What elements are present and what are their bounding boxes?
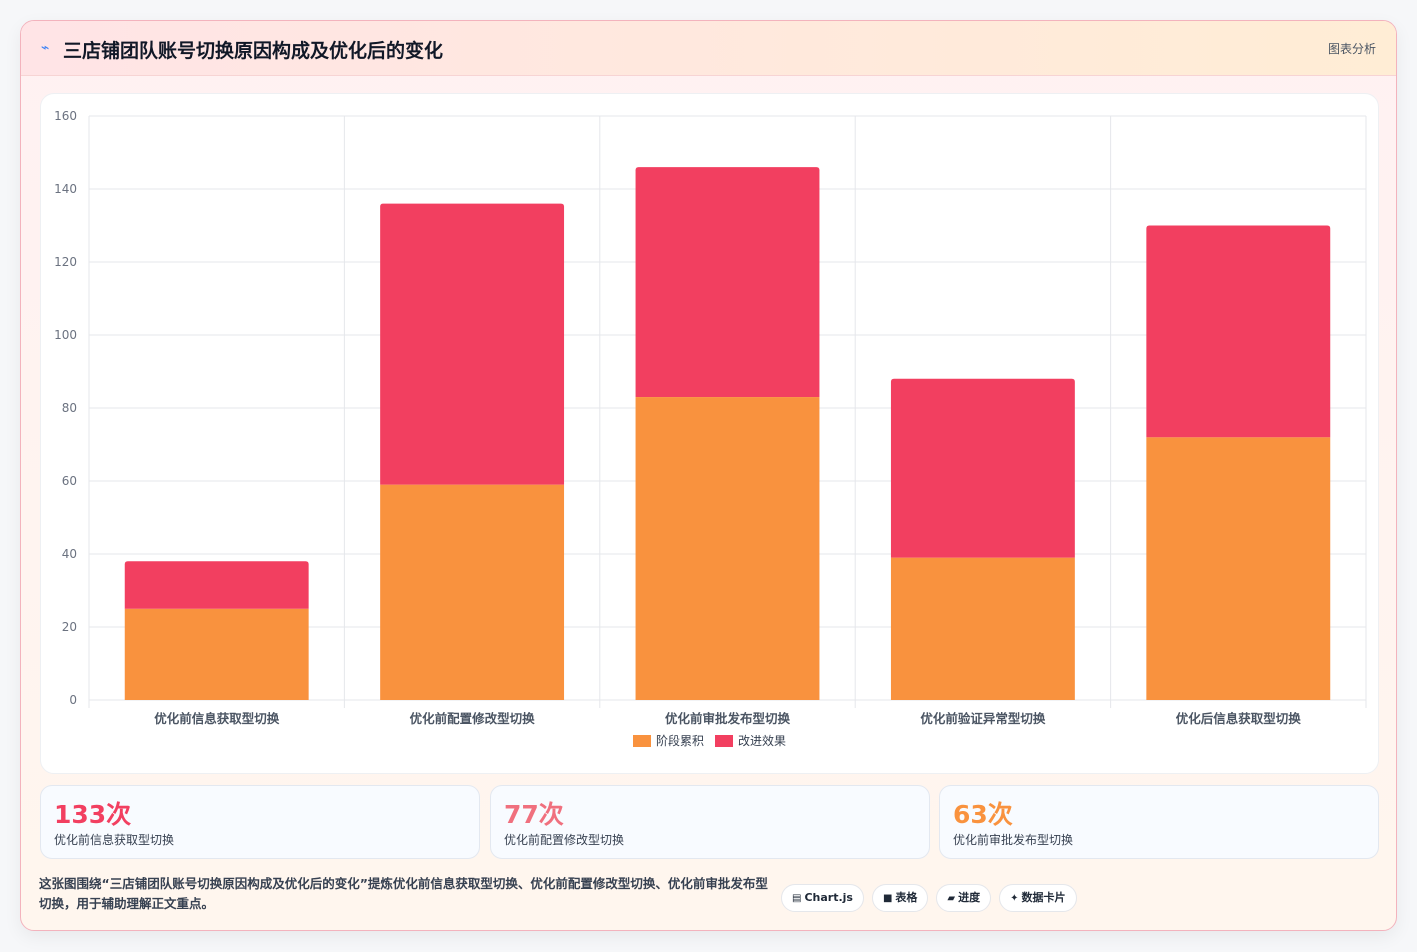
bar-segment-1 bbox=[635, 397, 820, 700]
pill-label: 进度 bbox=[958, 891, 981, 904]
y-tick-label: 60 bbox=[62, 474, 77, 488]
tag-pills: ▤ Chart.js ■ 表格 ▰ 进度 ✦ 数据卡片 bbox=[781, 884, 1077, 912]
bar-segment-2 bbox=[1146, 225, 1331, 438]
chart-description: 这张图围绕“三店铺团队账号切换原因构成及优化后的变化”提炼优化前信息获取型切换、… bbox=[39, 876, 768, 911]
bar-segment-2 bbox=[124, 561, 309, 609]
pill-table[interactable]: ■ 表格 bbox=[871, 884, 929, 912]
stat-value: 77次 bbox=[504, 800, 564, 829]
pill-label: 数据卡片 bbox=[1021, 891, 1066, 904]
chart-icon: ▤ bbox=[792, 893, 802, 904]
bar-segment-1 bbox=[380, 484, 565, 700]
chart-card: ⌁ 三店铺团队账号切换原因构成及优化后的变化 图表分析 0 20 40 60 80 100… bbox=[20, 20, 1397, 931]
progress-icon: ▰ bbox=[947, 893, 956, 904]
stat-value: 133次 bbox=[54, 800, 132, 829]
stat-card-2: 77次 优化前配置修改型切换 bbox=[490, 785, 930, 859]
y-tick-label: 120 bbox=[54, 255, 77, 269]
stat-label: 优化前审批发布型切换 bbox=[953, 833, 1074, 847]
legend-label: 阶段累积 bbox=[656, 733, 704, 748]
y-tick-label: 100 bbox=[54, 328, 77, 342]
pill-data-card[interactable]: ✦ 数据卡片 bbox=[999, 884, 1077, 912]
card-title: 三店铺团队账号切换原因构成及优化后的变化 bbox=[63, 40, 444, 62]
y-tick-label: 40 bbox=[62, 547, 77, 561]
bar-segment-1 bbox=[890, 557, 1075, 700]
bar-segment-2 bbox=[380, 203, 565, 485]
y-tick-label: 0 bbox=[69, 693, 77, 707]
table-icon: ■ bbox=[882, 893, 893, 904]
bar-segment-2 bbox=[635, 167, 820, 398]
bar-segment-2 bbox=[890, 378, 1075, 558]
chart-analysis-tag: 图表分析 bbox=[1327, 42, 1376, 56]
x-tick-label: 优化前审批发布型切换 bbox=[665, 711, 791, 726]
x-tick-label: 优化前验证异常型切换 bbox=[920, 711, 1046, 726]
y-tick-label: 80 bbox=[62, 401, 77, 415]
legend-label: 改进效果 bbox=[738, 733, 786, 748]
pill-label: 表格 bbox=[895, 891, 918, 904]
stat-label: 优化前信息获取型切换 bbox=[54, 833, 175, 847]
spark-icon: ⌁ bbox=[41, 40, 50, 56]
bar-segment-1 bbox=[124, 608, 309, 700]
stat-value: 63次 bbox=[953, 800, 1013, 829]
legend-swatch bbox=[633, 735, 651, 747]
pill-chartjs[interactable]: ▤ Chart.js bbox=[781, 884, 864, 912]
legend-swatch bbox=[715, 735, 733, 747]
stacked-bar-chart: 0 20 40 60 80 100 120 140 160 优化前信息获取型切换 优化前配置修改型切… bbox=[54, 109, 1367, 748]
sparkle-icon: ✦ bbox=[1010, 893, 1019, 904]
x-tick-label: 优化后信息获取型切换 bbox=[1176, 711, 1302, 726]
chart-panel: 0 20 40 60 80 100 120 140 160 优化前信息获取型切换 优化前配置修改型切… bbox=[40, 93, 1379, 774]
card-header: ⌁ 三店铺团队账号切换原因构成及优化后的变化 图表分析 bbox=[21, 21, 1396, 76]
bar-segment-1 bbox=[1146, 437, 1331, 700]
y-tick-label: 140 bbox=[54, 182, 77, 196]
y-tick-label: 160 bbox=[54, 109, 77, 123]
pill-label: Chart.js bbox=[804, 891, 853, 904]
y-tick-label: 20 bbox=[62, 620, 77, 634]
stat-card-3: 63次 优化前审批发布型切换 bbox=[939, 785, 1379, 859]
stat-card-1: 133次 优化前信息获取型切换 bbox=[40, 785, 480, 859]
stat-label: 优化前配置修改型切换 bbox=[504, 833, 625, 847]
pill-progress[interactable]: ▰ 进度 bbox=[936, 884, 992, 912]
x-tick-label: 优化前配置修改型切换 bbox=[410, 711, 536, 726]
x-tick-label: 优化前信息获取型切换 bbox=[154, 711, 280, 726]
